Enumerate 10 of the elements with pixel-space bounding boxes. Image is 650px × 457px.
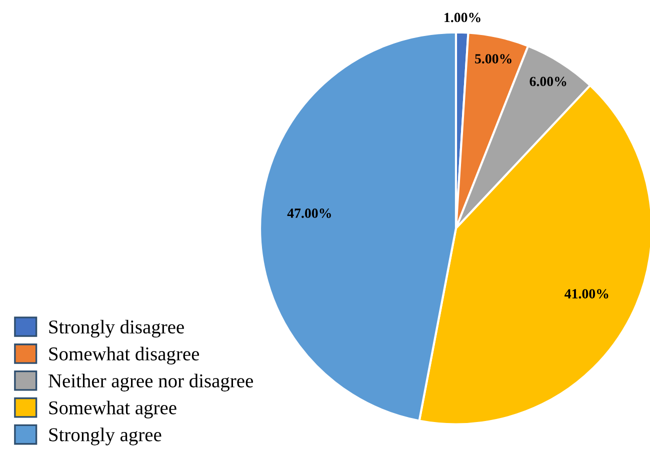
legend-label: Strongly disagree	[49, 320, 184, 338]
data-label: 6.00%	[530, 76, 566, 86]
data-label: 1.00%	[444, 12, 480, 22]
legend-label: Somewhat agree	[49, 400, 176, 418]
legend-label: Strongly agree	[49, 428, 162, 446]
legend-label: Somewhat disagree	[49, 346, 200, 364]
data-label: 47.00%	[287, 208, 331, 218]
legend-label: Neither agree nor disagree	[48, 374, 253, 392]
data-label: 5.00%	[475, 54, 512, 64]
data-label: 41.00%	[564, 289, 608, 299]
